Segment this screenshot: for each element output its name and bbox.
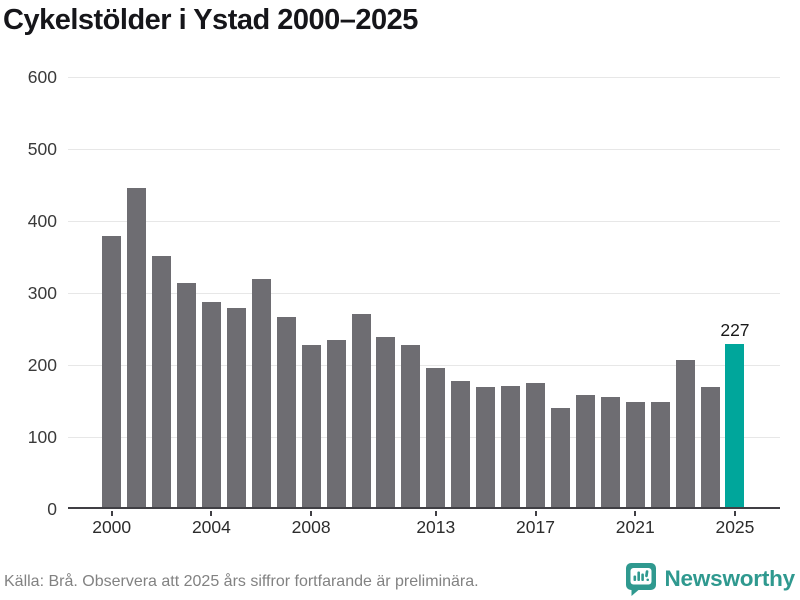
brand-name: Newsworthy (664, 566, 795, 591)
y-tick-label-0: 0 (47, 499, 57, 519)
bar-2020 (600, 396, 620, 507)
bar-2007 (276, 316, 296, 507)
bar-2023 (675, 360, 695, 507)
x-tick-label-2004: 2004 (191, 517, 231, 537)
y-tick-label-200: 200 (27, 355, 57, 375)
gridline-600 (68, 76, 780, 78)
newsworthy-brand: Newsworthy (625, 562, 795, 596)
x-tick-2004 (210, 511, 213, 516)
x-tick-label-2013: 2013 (416, 517, 456, 537)
x-tick-2000 (110, 511, 113, 516)
gridline-200 (68, 364, 780, 366)
gridline-400 (68, 220, 780, 222)
bar-2000 (102, 236, 122, 507)
bar-2005 (226, 308, 246, 507)
bar-2017 (526, 383, 545, 507)
plot-area (68, 76, 780, 509)
x-tick-label-2025: 2025 (715, 517, 755, 537)
chart-title: Cykelstölder i Ystad 2000–2025 (3, 4, 418, 36)
x-tick-label-2017: 2017 (516, 517, 555, 537)
bar-2001 (127, 188, 147, 507)
x-tick-label-2021: 2021 (615, 517, 655, 537)
y-tick-label-100: 100 (27, 427, 57, 447)
bar-2015 (476, 386, 496, 507)
y-tick-label-300: 300 (27, 283, 57, 303)
bar-2002 (152, 255, 172, 507)
bar-2024 (700, 387, 720, 507)
x-tick-label-2008: 2008 (291, 517, 331, 537)
y-tick-label-600: 600 (27, 67, 57, 87)
bar-2012 (401, 345, 421, 507)
bar-2011 (376, 337, 396, 507)
bar-2004 (201, 301, 221, 507)
bar-2003 (176, 283, 196, 507)
bar-2014 (451, 381, 471, 507)
gridline-100 (68, 436, 780, 438)
highlight-value-label: 227 (720, 319, 750, 340)
x-tick-2013 (434, 511, 437, 516)
gridline-300 (68, 292, 780, 294)
bar-2008 (301, 345, 321, 507)
bar-2021 (625, 401, 645, 507)
newsworthy-logo-icon (625, 562, 657, 596)
source-note: Källa: Brå. Observera att 2025 års siffr… (4, 573, 479, 590)
y-tick-label-400: 400 (27, 211, 57, 231)
bar-2009 (326, 339, 346, 507)
bar-2006 (251, 279, 271, 507)
bar-2013 (426, 368, 446, 507)
x-tick-2017 (534, 511, 537, 516)
y-tick-label-500: 500 (27, 139, 57, 159)
bar-2022 (650, 401, 670, 507)
bar-2010 (351, 314, 371, 507)
bar-2016 (501, 386, 521, 507)
x-tick-label-2000: 2000 (92, 517, 132, 537)
bar-2018 (550, 407, 570, 507)
gridline-500 (68, 148, 780, 150)
bar-2019 (575, 395, 595, 507)
x-tick-2008 (310, 511, 313, 516)
x-tick-2021 (634, 511, 637, 516)
x-tick-2025 (733, 511, 736, 516)
bar-2025 (725, 343, 745, 507)
